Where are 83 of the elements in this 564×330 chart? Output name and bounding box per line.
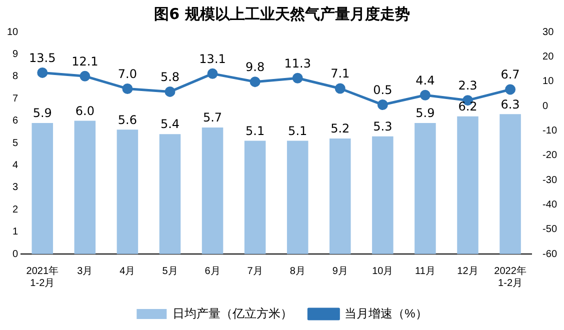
data-label: 5.3 — [373, 119, 392, 134]
y2-tick-label: 30 — [542, 26, 554, 38]
bar — [330, 138, 351, 254]
point — [207, 68, 218, 79]
data-label: 5.2 — [330, 122, 350, 136]
y-tick-label: 0 — [12, 248, 19, 260]
bar — [202, 127, 224, 254]
y2-tick-label: -40 — [542, 199, 558, 210]
y2-tick-label: -50 — [542, 224, 558, 236]
bar — [286, 140, 308, 254]
data-label: 5.7 — [202, 110, 222, 125]
data-label: 6.0 — [75, 104, 94, 118]
data-label: 5.8 — [160, 70, 180, 84]
y-tick-label: 1 — [12, 226, 19, 238]
x-tick-label: 3月 — [77, 266, 93, 277]
x-tick-label: 7月 — [247, 266, 263, 277]
y-tick-label: 5 — [12, 138, 19, 149]
legend-label: 日均产量（亿立方米） — [172, 306, 293, 320]
bar — [244, 140, 266, 254]
x-tick-label: 2022年 1-2月 — [494, 264, 526, 289]
y2-tick-label: -20 — [542, 150, 558, 162]
legend-label: 当月增速（%） — [344, 306, 428, 320]
x-tick-label: 11月 — [415, 266, 436, 277]
data-label: 13.1 — [199, 52, 226, 66]
data-label: 7.0 — [118, 66, 138, 81]
y-tick-label: 8 — [12, 71, 19, 82]
point — [164, 86, 176, 97]
y2-tick-label: 20 — [542, 51, 554, 62]
data-label: 12.1 — [72, 54, 98, 68]
data-label: 7.1 — [330, 66, 350, 81]
point — [122, 83, 133, 94]
point — [420, 90, 430, 100]
y-tick-label: 7 — [12, 93, 19, 104]
data-label: 4.4 — [416, 73, 435, 88]
data-label: 11.3 — [284, 56, 311, 70]
data-label: 5.1 — [246, 124, 265, 138]
x-tick-label: 6月 — [204, 266, 220, 277]
point — [505, 84, 516, 95]
y2-tick-label: -30 — [542, 174, 558, 186]
point — [37, 67, 48, 78]
point — [292, 72, 303, 84]
data-label: 9.8 — [246, 60, 265, 74]
data-label: 6.7 — [500, 68, 520, 82]
y2-tick-label: -60 — [542, 248, 558, 260]
data-label: 2.3 — [458, 78, 478, 92]
y-tick-label: 4 — [12, 160, 19, 171]
x-tick-label: 8月 — [290, 266, 306, 277]
x-tick-label: 2021年 1-2月 — [26, 264, 59, 289]
y2-tick-label: 10 — [542, 76, 554, 88]
data-label: 5.1 — [288, 124, 308, 138]
bar — [457, 116, 478, 254]
x-tick-label: 4月 — [120, 266, 136, 277]
data-label: 6.3 — [500, 97, 520, 112]
data-label: 5.6 — [118, 112, 138, 127]
y-tick-label: 10 — [7, 26, 19, 38]
data-label: 13.5 — [29, 50, 56, 65]
bar — [500, 114, 521, 254]
bar — [74, 120, 96, 254]
x-tick-label: 12月 — [457, 266, 478, 277]
data-label: 6.2 — [458, 99, 478, 114]
point — [80, 70, 90, 82]
x-tick-label: 10月 — [372, 266, 394, 277]
chart-title: 图6 规模以上工业天然气产量月度走势 — [154, 4, 410, 23]
data-label: 0.5 — [373, 82, 392, 97]
bar — [414, 123, 436, 254]
y2-tick-label: 0 — [542, 100, 549, 112]
bar — [32, 123, 54, 254]
y2-tick-label: -10 — [542, 125, 558, 136]
y-tick-label: 6 — [12, 116, 19, 127]
x-tick-label: 5月 — [162, 266, 178, 277]
point — [377, 100, 388, 110]
y-tick-label: 2 — [12, 204, 19, 216]
bar — [116, 130, 138, 254]
point — [250, 76, 260, 88]
bar — [159, 134, 181, 254]
data-label: 5.9 — [416, 106, 435, 120]
y-tick-label: 9 — [12, 48, 19, 60]
point — [334, 83, 346, 94]
bar — [372, 136, 394, 254]
y-tick-label: 3 — [12, 182, 19, 194]
x-tick-label: 9月 — [332, 266, 348, 277]
data-label: 5.9 — [32, 106, 52, 120]
data-label: 5.4 — [160, 117, 180, 132]
